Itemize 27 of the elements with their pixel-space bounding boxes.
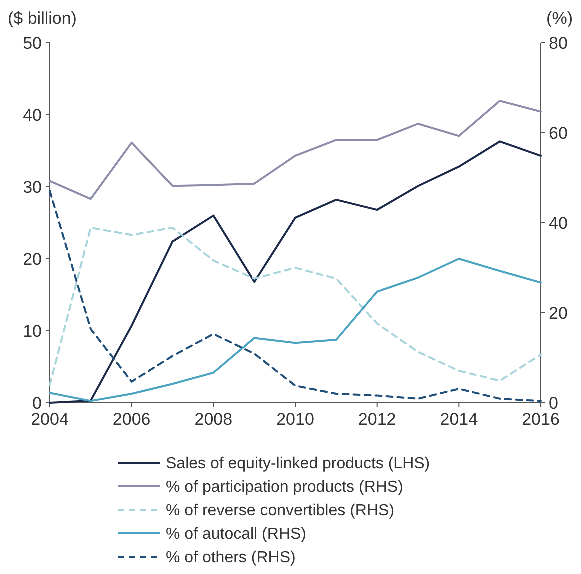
y-tick-label: 10 [23, 322, 42, 341]
x-tick-label: 2016 [522, 410, 560, 429]
x-tick-label: 2006 [112, 410, 151, 429]
x-tick-label: 2008 [194, 410, 233, 429]
y-tick-label: 40 [23, 106, 42, 125]
legend-label: % of others (RHS) [166, 550, 296, 567]
y2-tick-label: 0 [549, 394, 558, 413]
legend-label: % of participation products (RHS) [166, 479, 404, 496]
y-tick-label: 20 [23, 250, 42, 269]
y-axis-title: ($ billion) [8, 9, 77, 28]
y-tick-label: 50 [23, 34, 42, 53]
y2-tick-label: 40 [549, 214, 568, 233]
x-tick-label: 2004 [31, 410, 69, 429]
x-tick-label: 2010 [276, 410, 314, 429]
y2-tick-label: 60 [549, 124, 568, 143]
legend-label: % of autocall (RHS) [166, 526, 306, 544]
y2-axis-title: (%) [546, 9, 573, 28]
y-tick-label: 30 [23, 178, 42, 197]
y-tick-label: 0 [32, 394, 42, 413]
line-series [49, 100, 542, 200]
legend-label: % of reverse convertibles (RHS) [166, 502, 395, 520]
x-tick-label: 2014 [440, 410, 478, 429]
line-series [49, 226, 542, 386]
x-tick-label: 2012 [358, 410, 396, 429]
y2-tick-label: 80 [549, 34, 568, 53]
y2-tick-label: 20 [549, 304, 568, 323]
legend-label: Sales of equity-linked products (LHS) [166, 456, 430, 473]
